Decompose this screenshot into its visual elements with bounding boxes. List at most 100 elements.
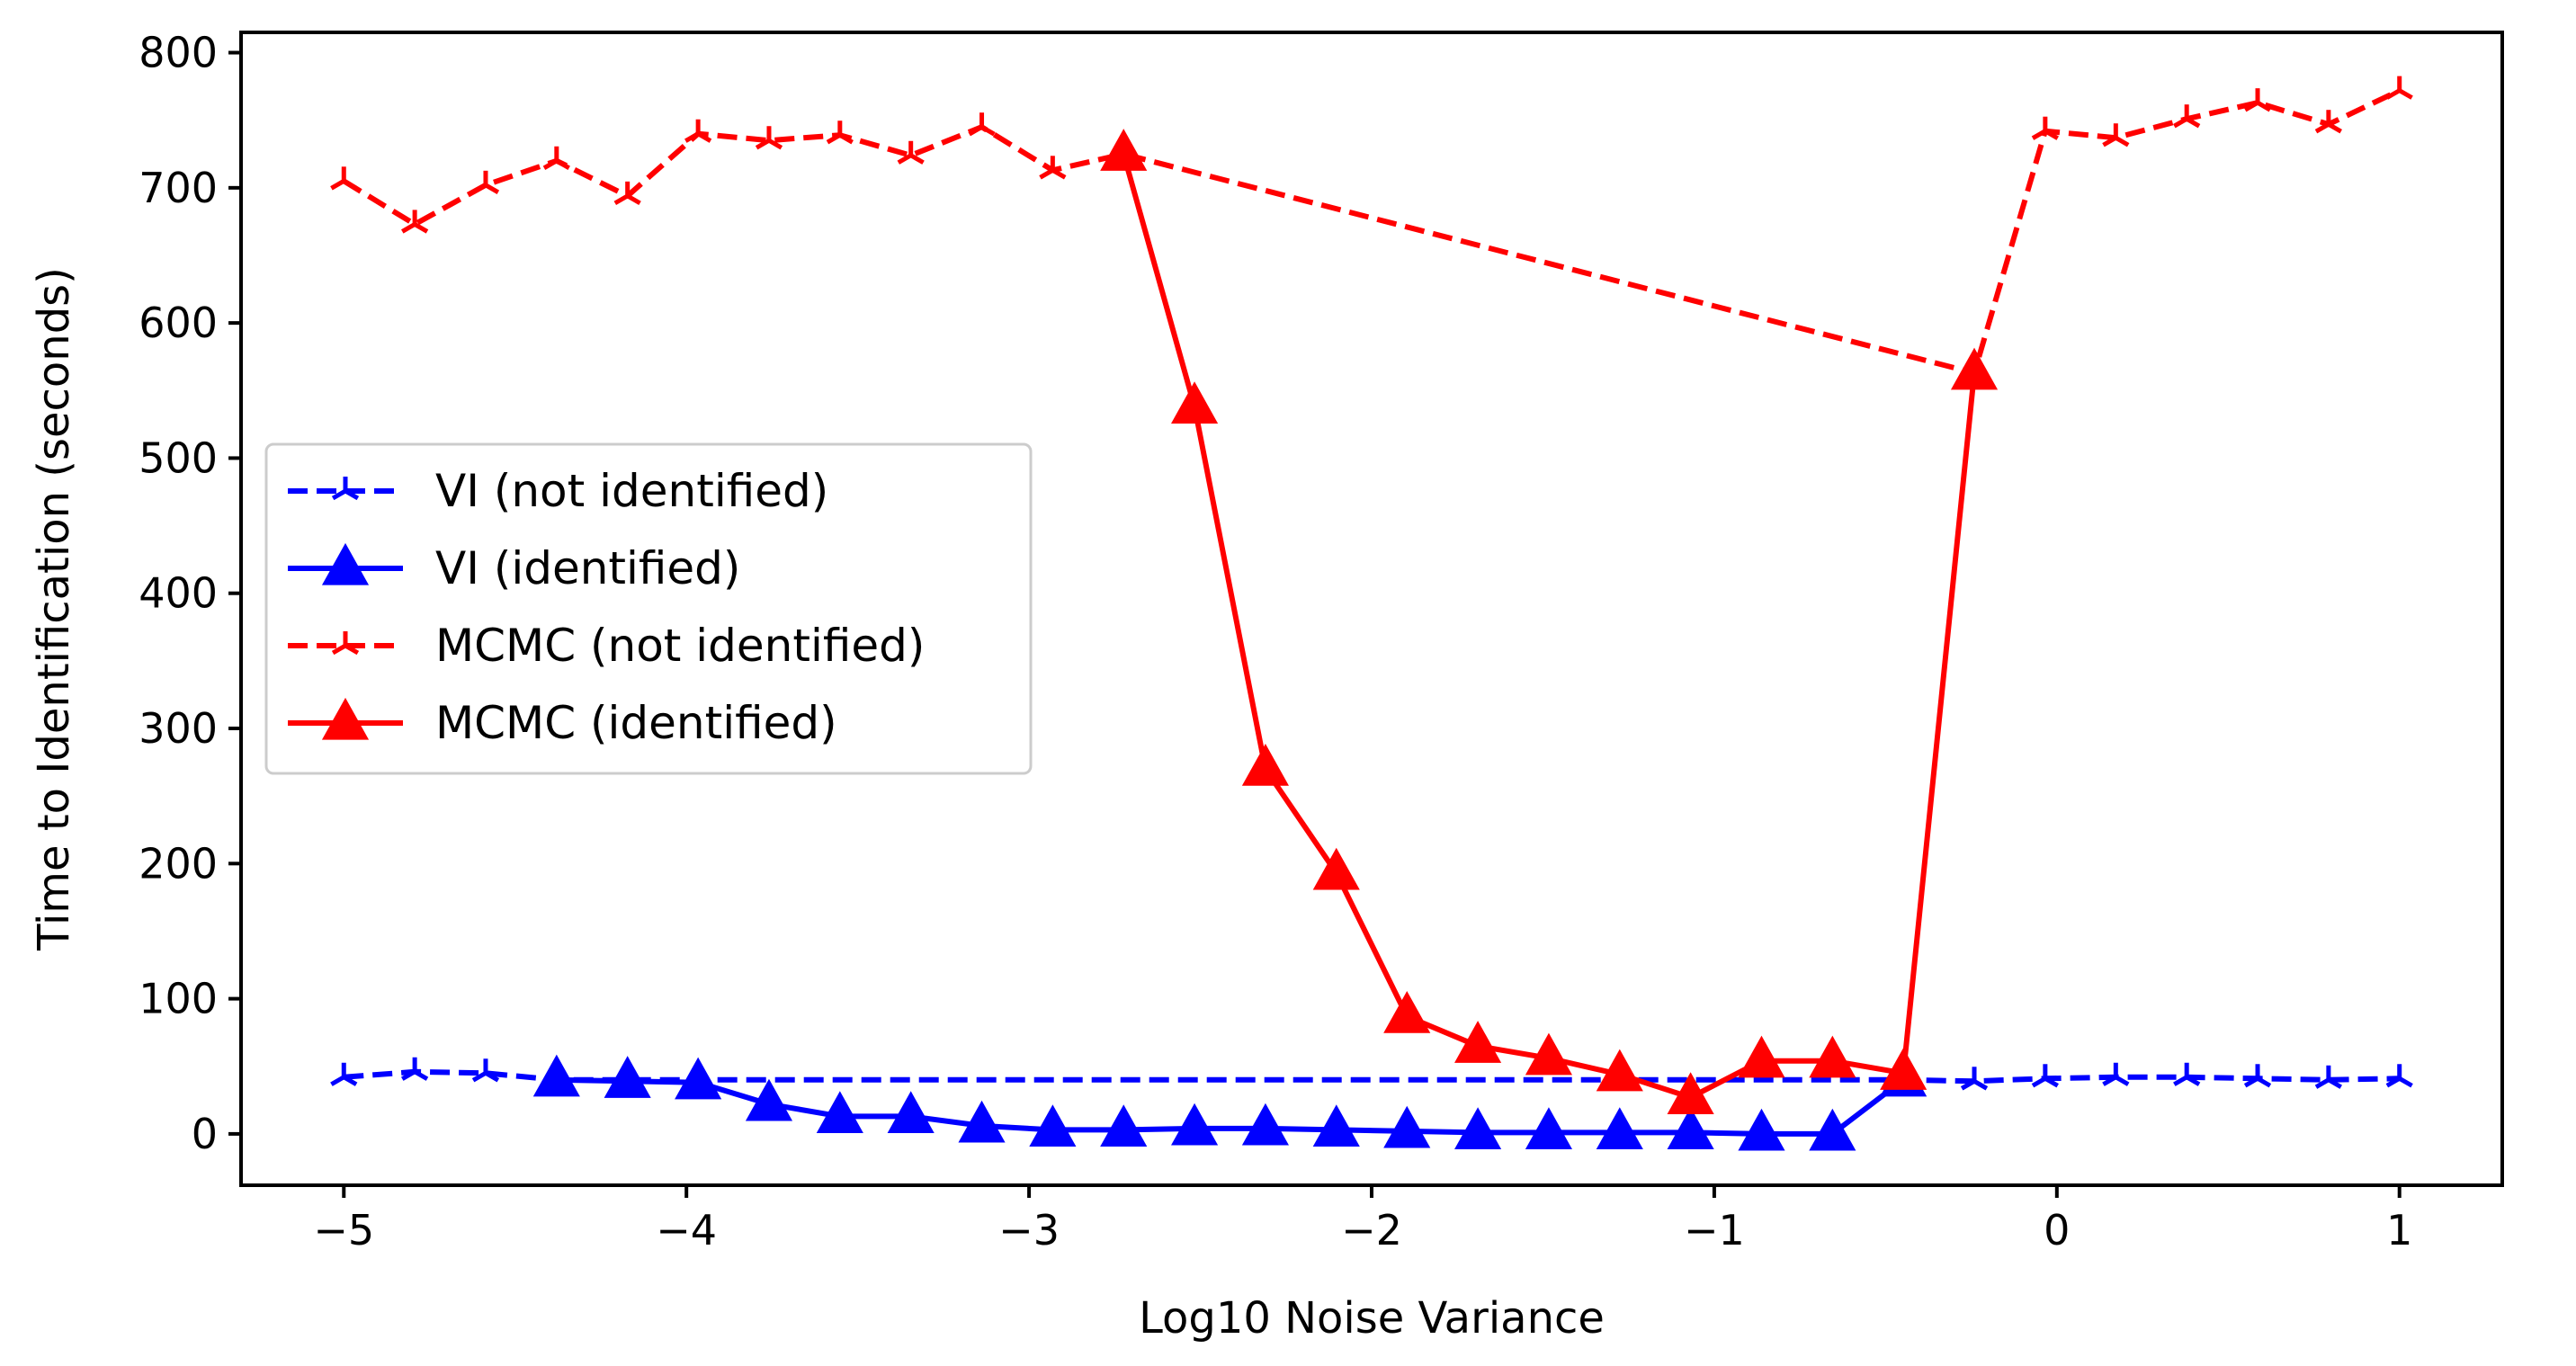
data-point-mcmc-not-identified: [897, 140, 925, 165]
y-tick-label: 500: [139, 433, 218, 482]
series-vi-identified: [532, 1054, 1928, 1151]
data-point-mcmc-not-identified: [542, 146, 570, 170]
legend-item-mcmc-not-identified: MCMC (not identified): [288, 620, 925, 672]
data-point-mcmc-not-identified: [401, 210, 429, 234]
data-point-vi-identified: [1454, 1107, 1502, 1150]
data-point-mcmc-not-identified: [2031, 116, 2059, 140]
data-point-vi-identified: [1241, 1103, 1289, 1146]
y-tick-label: 0: [192, 1110, 218, 1158]
data-point-mcmc-identified: [1383, 991, 1431, 1033]
data-point-mcmc-not-identified: [826, 121, 854, 145]
x-tick-label: −5: [313, 1206, 374, 1254]
legend-label: MCMC (identified): [435, 697, 837, 749]
x-axis-label: Log10 Noise Variance: [1139, 1293, 1605, 1344]
y-tick-label: 700: [139, 164, 218, 212]
data-point-vi-identified: [675, 1057, 722, 1100]
legend-box: [264, 442, 1033, 775]
data-point-vi-not-identified: [2385, 1064, 2413, 1088]
legend-label: MCMC (not identified): [435, 620, 925, 672]
data-point-mcmc-identified: [1596, 1049, 1643, 1092]
legend-item-mcmc-identified: MCMC (identified): [288, 697, 837, 749]
y-ticks: 0 100 200 300 400 500 600 700 800: [139, 29, 241, 1158]
data-point-mcmc-identified: [1171, 381, 1219, 424]
data-point-mcmc-identified: [1738, 1035, 1785, 1078]
data-point-vi-identified: [887, 1091, 935, 1133]
data-point-vi-identified: [1525, 1107, 1572, 1150]
data-point-vi-identified: [532, 1054, 580, 1097]
y-axis-label: Time to Identification (seconds): [29, 267, 79, 951]
data-point-vi-identified: [1596, 1107, 1643, 1150]
legend-marker: [331, 631, 360, 656]
data-point-mcmc-not-identified: [2385, 76, 2413, 100]
data-point-vi-not-identified: [2102, 1062, 2130, 1086]
data-point-vi-identified: [1171, 1103, 1219, 1146]
data-point-mcmc-identified: [1100, 129, 1148, 171]
data-point-vi-not-identified: [330, 1062, 358, 1086]
data-point-vi-not-identified: [471, 1058, 500, 1083]
series-mcmc-identified: [1100, 129, 1999, 1114]
data-point-vi-identified: [1738, 1108, 1785, 1151]
data-point-vi-not-identified: [2173, 1062, 2201, 1086]
legend: VI (not identified) VI (identified) MCMC (…: [264, 442, 1033, 775]
y-tick-label: 300: [139, 704, 218, 753]
data-point-mcmc-identified: [1312, 847, 1360, 890]
data-point-mcmc-not-identified: [684, 119, 712, 143]
y-tick-label: 400: [139, 569, 218, 618]
data-point-mcmc-identified: [1950, 347, 1999, 390]
data-point-mcmc-identified: [1809, 1035, 1856, 1078]
data-point-mcmc-not-identified: [330, 166, 358, 191]
series-line-mcmc-not-identified: [342, 87, 2401, 376]
data-point-vi-identified: [1312, 1104, 1360, 1147]
x-tick-label: −2: [1341, 1206, 1402, 1254]
data-point-vi-identified: [1383, 1105, 1431, 1148]
x-ticks: −5 −4 −3 −2 −1 0 1: [313, 1185, 2412, 1254]
data-point-vi-not-identified: [401, 1057, 429, 1081]
data-point-vi-not-identified: [1960, 1067, 1989, 1091]
data-point-vi-not-identified: [2243, 1064, 2272, 1088]
legend-marker: [331, 477, 360, 501]
y-tick-label: 100: [139, 975, 218, 1023]
data-point-vi-identified: [816, 1091, 863, 1133]
data-point-vi-not-identified: [2314, 1065, 2342, 1089]
data-point-vi-identified: [1029, 1104, 1077, 1147]
y-tick-label: 600: [139, 299, 218, 347]
legend-item-vi-identified: VI (identified): [288, 542, 740, 594]
data-point-mcmc-not-identified: [2173, 104, 2201, 129]
data-point-vi-not-identified: [2031, 1064, 2059, 1088]
plot-area: [330, 76, 2413, 1151]
data-point-mcmc-identified: [1525, 1032, 1572, 1076]
legend-label: VI (not identified): [435, 465, 828, 517]
data-point-vi-identified: [1667, 1107, 1714, 1150]
data-point-mcmc-identified: [1454, 1021, 1502, 1063]
data-point-mcmc-not-identified: [1039, 156, 1067, 180]
data-point-mcmc-not-identified: [471, 170, 500, 194]
data-point-vi-identified: [745, 1078, 793, 1121]
legend-label: VI (identified): [435, 542, 740, 594]
x-tick-label: 0: [2044, 1206, 2070, 1254]
data-point-vi-identified: [1100, 1104, 1148, 1147]
data-point-vi-identified: [1809, 1108, 1856, 1151]
data-point-mcmc-identified: [1880, 1048, 1928, 1090]
y-tick-label: 800: [139, 29, 218, 77]
x-tick-label: 1: [2386, 1206, 2412, 1254]
x-tick-label: −1: [1684, 1206, 1745, 1254]
series-mcmc-not-identified: [330, 76, 2413, 382]
y-tick-label: 200: [139, 839, 218, 888]
x-tick-label: −3: [998, 1206, 1060, 1254]
data-point-mcmc-identified: [1241, 744, 1289, 786]
data-point-vi-identified: [604, 1056, 651, 1098]
data-point-mcmc-not-identified: [968, 112, 996, 137]
data-point-mcmc-not-identified: [2243, 88, 2272, 112]
series-line-mcmc-identified: [1121, 153, 1977, 1101]
series-line-vi-not-identified: [344, 1068, 2400, 1085]
data-point-mcmc-not-identified: [2314, 110, 2342, 134]
data-point-mcmc-not-identified: [755, 126, 783, 150]
data-point-mcmc-not-identified: [613, 181, 641, 206]
x-tick-label: −4: [656, 1206, 717, 1254]
data-point-mcmc-identified: [1667, 1072, 1714, 1114]
legend-marker: [321, 697, 370, 740]
legend-marker: [321, 542, 370, 585]
data-point-mcmc-not-identified: [2102, 123, 2130, 147]
data-point-vi-identified: [958, 1100, 1006, 1143]
